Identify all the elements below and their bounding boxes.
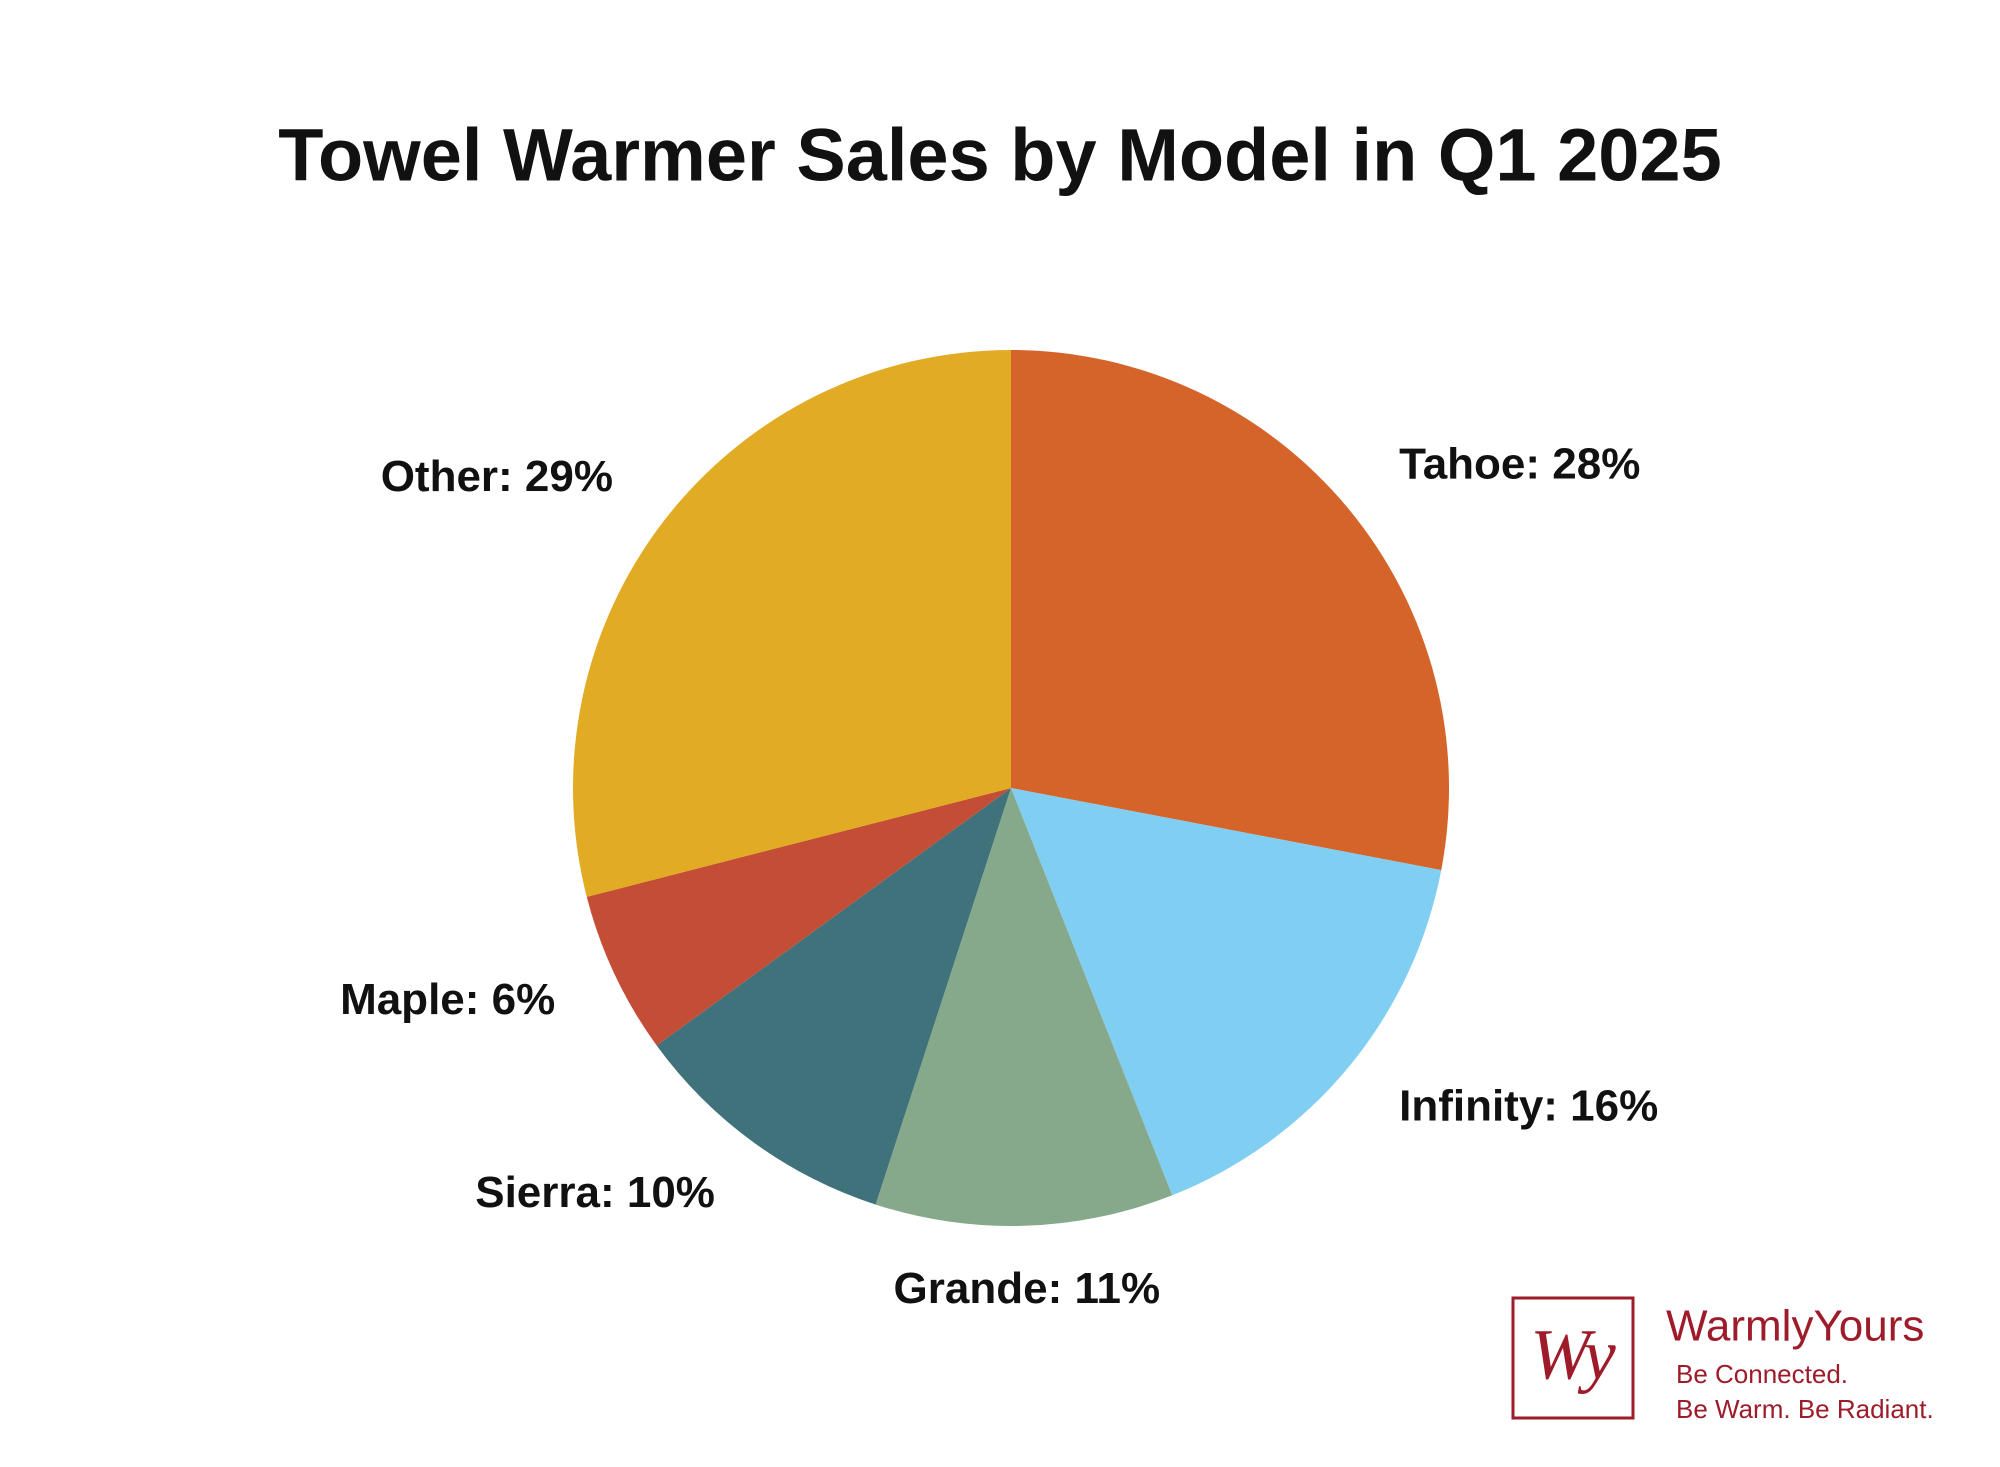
logo: Wy WarmlyYours Be Connected. Be Warm. Be… [1511, 1296, 1934, 1424]
logo-monogram: Wy [1530, 1315, 1615, 1395]
slice-label: Other: 29% [381, 452, 613, 501]
pie: Tahoe: 28% Infinity: 16% Grande: 11% Sierra… [340, 350, 1658, 1313]
pie-slice [573, 350, 1011, 897]
slice-label: Tahoe: 28% [1399, 440, 1640, 489]
pie-slice [1011, 350, 1449, 871]
slice-label: Grande: 11% [894, 1264, 1161, 1313]
pie-slice [1011, 788, 1442, 1196]
chart-title: Towel Warmer Sales by Model in Q1 2025 [278, 114, 1722, 197]
logo-tagline: Be Warm. Be Radiant. [1676, 1394, 1934, 1424]
pie-slice [586, 788, 1011, 1046]
logo-tagline: Be Connected. [1676, 1359, 1848, 1389]
logo-brand: WarmlyYours [1666, 1302, 1924, 1351]
slice-label: Maple: 6% [340, 975, 555, 1024]
logo-box [1511, 1296, 1635, 1420]
slice-label: Sierra: 10% [475, 1168, 715, 1217]
pie-slice [656, 788, 1011, 1205]
pie-slice [875, 788, 1173, 1226]
slice-label: Infinity: 16% [1399, 1082, 1658, 1131]
